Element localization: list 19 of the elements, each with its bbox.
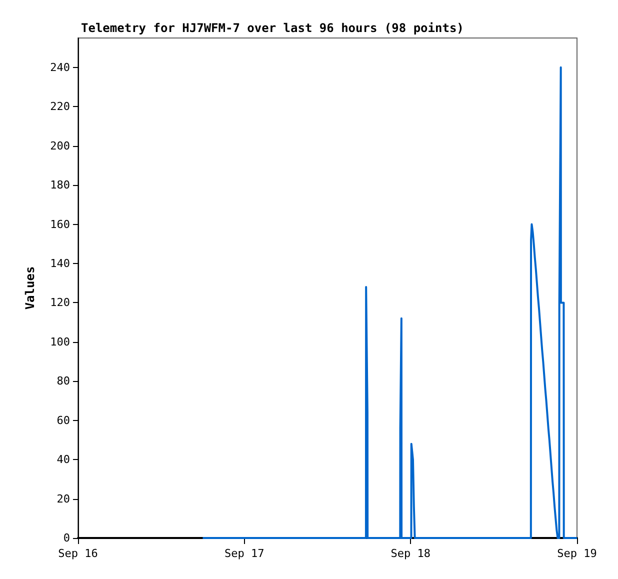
x-tick-label: Sep 16 [58, 547, 98, 560]
y-tick-label: 20 [56, 492, 70, 506]
chart-title: Telemetry for HJ7WFM-7 over last 96 hours (98 points) [81, 21, 464, 35]
x-tick-label: Sep 18 [390, 547, 431, 560]
y-tick-label: 220 [50, 100, 70, 114]
y-tick-label: 0 [63, 532, 70, 544]
y-tick-label: 160 [50, 218, 70, 231]
y-tick-label: 40 [56, 453, 70, 466]
y-tick-label: 60 [56, 414, 70, 427]
y-tick-label: 120 [50, 296, 70, 310]
y-axis-title: Values [23, 266, 37, 310]
y-tick-label: 80 [56, 374, 70, 388]
x-tick-label: Sep 19 [557, 547, 597, 560]
y-tick-label: 200 [50, 139, 70, 152]
x-tick-label: Sep 17 [224, 547, 264, 560]
y-tick-label: 100 [50, 335, 70, 348]
y-tick-label: 180 [50, 178, 70, 192]
y-tick-label: 240 [50, 60, 70, 74]
y-tick-label: 140 [50, 256, 70, 270]
